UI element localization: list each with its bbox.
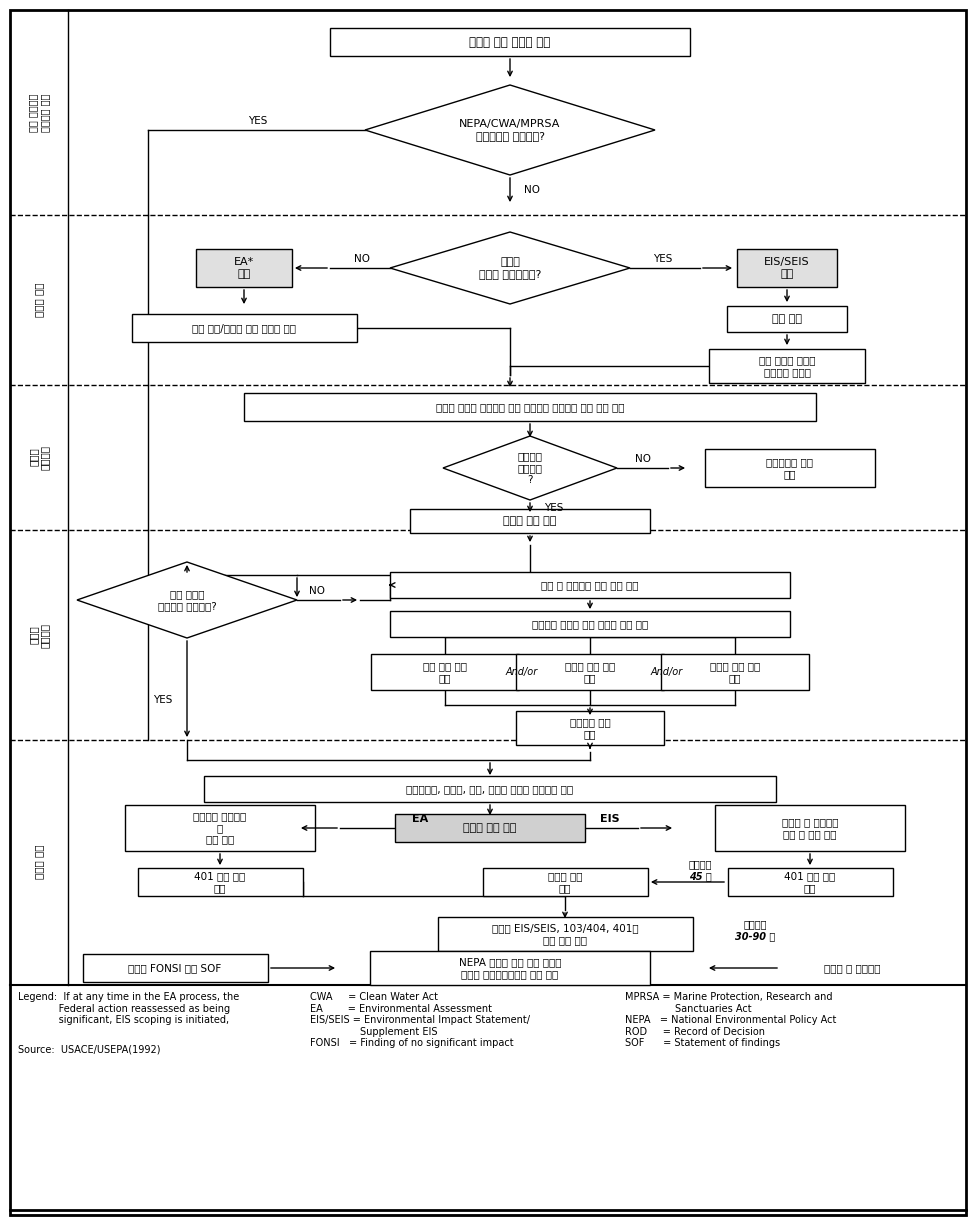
Text: 조정기간
30-90 일: 조정기간 30-90 일 <box>735 919 775 941</box>
Text: 폐쇄된 처리 대안
평가: 폐쇄된 처리 대안 평가 <box>565 661 615 683</box>
FancyBboxPatch shape <box>737 249 837 288</box>
Polygon shape <box>365 85 655 175</box>
Text: 전문가 및 관계기관
통보 및 의견 조율: 전문가 및 관계기관 통보 및 의견 조율 <box>782 817 838 839</box>
FancyBboxPatch shape <box>371 654 519 689</box>
Text: 합리적 대안 유지: 합리적 대안 유지 <box>504 516 556 526</box>
Text: 사회경제적, 기술적, 관리, 그리고 환경적 고려사항 평가: 사회경제적, 기술적, 관리, 그리고 환경적 고려사항 평가 <box>406 784 574 794</box>
Text: 합리적인 대안에 대해 적절한 평가 실행: 합리적인 대안에 대해 적절한 평가 실행 <box>532 619 648 629</box>
Text: EA*
필수: EA* 필수 <box>234 257 254 279</box>
FancyBboxPatch shape <box>390 611 790 637</box>
Text: 대안의 선택: 대안의 선택 <box>34 844 44 879</box>
FancyBboxPatch shape <box>330 28 690 57</box>
Text: EIS: EIS <box>600 814 620 823</box>
FancyBboxPatch shape <box>138 868 303 896</box>
Text: NEPA 그리고 모든 적용 가능한
법들과 규칙들로부터의 사업 승낙: NEPA 그리고 모든 적용 가능한 법들과 규칙들로부터의 사업 승낙 <box>459 957 561 978</box>
FancyBboxPatch shape <box>10 10 966 1215</box>
Text: 대안의 확인: 대안의 확인 <box>34 283 44 317</box>
FancyBboxPatch shape <box>516 654 664 689</box>
Text: 준설 프로젝트
요구조건 평가: 준설 프로젝트 요구조건 평가 <box>28 93 50 133</box>
Text: 기관 또는/그리고 해당 주민과 협력: 기관 또는/그리고 해당 주민과 협력 <box>192 323 296 333</box>
Text: NO: NO <box>524 186 540 195</box>
Text: YES: YES <box>248 116 267 127</box>
Text: NO: NO <box>635 454 651 465</box>
FancyBboxPatch shape <box>83 954 267 982</box>
Text: 현재 자료는
충분하고 적기인가?: 현재 자료는 충분하고 적기인가? <box>158 589 217 611</box>
FancyBboxPatch shape <box>437 917 693 951</box>
FancyBboxPatch shape <box>204 775 776 803</box>
Text: And/or: And/or <box>506 667 538 677</box>
FancyBboxPatch shape <box>370 951 650 984</box>
Text: 마지막 EIS/SEIS, 103/404, 401과
기타 평가 시작: 마지막 EIS/SEIS, 103/404, 401과 기타 평가 시작 <box>492 923 638 945</box>
FancyBboxPatch shape <box>395 814 585 842</box>
FancyBboxPatch shape <box>516 712 664 745</box>
Text: MPRSA = Marine Protection, Research and
                Sanctuaries Act
NEPA   =: MPRSA = Marine Protection, Research and … <box>625 992 836 1048</box>
Text: Legend:  If at any time in the EA process, the
             Federal action reass: Legend: If at any time in the EA process… <box>18 992 239 1025</box>
Text: 친환경적 대안
유지: 친환경적 대안 유지 <box>570 718 610 739</box>
FancyBboxPatch shape <box>661 654 809 689</box>
FancyBboxPatch shape <box>705 449 875 487</box>
FancyBboxPatch shape <box>709 349 865 383</box>
Polygon shape <box>390 232 630 304</box>
FancyBboxPatch shape <box>125 805 315 850</box>
FancyBboxPatch shape <box>132 313 356 342</box>
FancyBboxPatch shape <box>244 393 816 422</box>
Text: YES: YES <box>152 696 172 705</box>
Text: NO: NO <box>309 586 325 596</box>
Text: 조정기간
45 일: 조정기간 45 일 <box>688 859 712 881</box>
Text: NO: NO <box>354 254 370 264</box>
FancyBboxPatch shape <box>196 249 292 288</box>
Text: EA: EA <box>412 814 428 823</box>
Text: 준설과 처리 필요성 평가: 준설과 처리 필요성 평가 <box>469 36 550 48</box>
Text: 모든 가능한 대안을
확인하고 무행동: 모든 가능한 대안을 확인하고 무행동 <box>758 355 815 377</box>
Text: 401 수질 검정
시작: 401 수질 검정 시작 <box>785 871 835 892</box>
FancyBboxPatch shape <box>715 805 905 850</box>
Text: 관찰 시작: 관찰 시작 <box>772 313 802 324</box>
Text: 지역주민 의견수렴
및
참여 유도: 지역주민 의견수렴 및 참여 유도 <box>193 811 247 844</box>
Text: CWA     = Clean Water Act
EA        = Environmental Assessment
EIS/SEIS = Enviro: CWA = Clean Water Act EA = Environmental… <box>310 992 530 1048</box>
Text: NEPA/CWA/MPRSA
대안분석은 충분한가?: NEPA/CWA/MPRSA 대안분석은 충분한가? <box>460 119 560 141</box>
Text: 유익한 용도 대안
평가: 유익한 용도 대안 평가 <box>710 661 760 683</box>
Text: 대안의
최초평가: 대안의 최초평가 <box>28 445 50 469</box>
Text: 발탁된 대안 선택: 발탁된 대안 선택 <box>464 823 516 833</box>
Text: 준설 될 퇴적물의 최초 평가 수행: 준설 될 퇴적물의 최초 평가 수행 <box>542 580 638 590</box>
Text: YES: YES <box>544 503 563 512</box>
Text: 공해 처리 대안
평가: 공해 처리 대안 평가 <box>423 661 467 683</box>
FancyBboxPatch shape <box>727 306 847 332</box>
Polygon shape <box>77 562 297 638</box>
Text: 가능한 자료를 이용해서 모든 처리대안 가능성의 최초 심사 실행: 가능한 자료를 이용해서 모든 처리대안 가능성의 최초 심사 실행 <box>435 402 625 412</box>
Text: And/or: And/or <box>651 667 683 677</box>
Text: EIS/SEIS
필수: EIS/SEIS 필수 <box>764 257 810 279</box>
FancyBboxPatch shape <box>410 509 650 533</box>
Text: 401 수질 검정
시작: 401 수질 검정 시작 <box>194 871 246 892</box>
Text: 전문가 및 주민참여: 전문가 및 주민참여 <box>824 964 880 973</box>
FancyBboxPatch shape <box>390 571 790 599</box>
FancyBboxPatch shape <box>482 868 647 896</box>
Text: Source:  USACE/USEPA(1992): Source: USACE/USEPA(1992) <box>18 1045 160 1054</box>
Polygon shape <box>443 436 617 500</box>
Text: 추천된 대안
선택: 추천된 대안 선택 <box>548 871 583 892</box>
FancyBboxPatch shape <box>727 868 892 896</box>
Text: 서명된 FONSI 또는 SOF: 서명된 FONSI 또는 SOF <box>129 964 222 973</box>
Text: YES: YES <box>653 254 672 264</box>
Text: 비합리적인 대안
제거: 비합리적인 대안 제거 <box>766 457 814 479</box>
Text: 합리적인
대안인가
?: 합리적인 대안인가 ? <box>517 451 543 484</box>
Text: 대안의
세부평가: 대안의 세부평가 <box>28 623 50 648</box>
Text: 중요한
행동을 제안했는가?: 중요한 행동을 제안했는가? <box>479 257 541 279</box>
